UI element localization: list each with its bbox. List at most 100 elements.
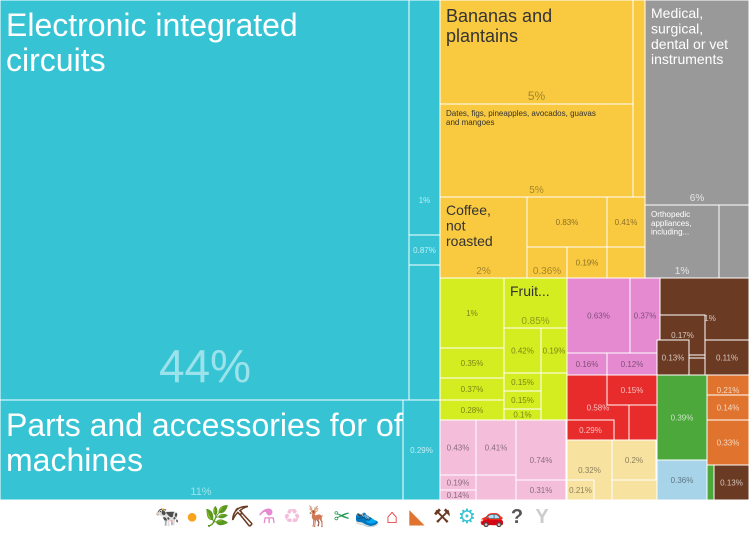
tile-value: 0.87%	[413, 246, 436, 255]
tile-value: 0.32%	[578, 466, 601, 475]
misc-icon[interactable]: Y	[535, 506, 549, 528]
stone-icon[interactable]: ⌂	[385, 506, 399, 528]
tile-value: 0.36%	[671, 476, 694, 485]
foodstuffs-icon[interactable]: 🌿	[204, 506, 230, 528]
tile-value: 0.21%	[569, 486, 592, 495]
tile-value: 0.63%	[587, 312, 610, 321]
treemap-tile	[704, 339, 749, 376]
tile-value: 0.35%	[461, 359, 484, 368]
tile-value: 0.29%	[579, 426, 602, 435]
tile-value: 0.19%	[576, 259, 599, 268]
chemicals-icon[interactable]: ⚗	[258, 506, 276, 528]
tile-value: 0.16%	[576, 360, 599, 369]
tile-label: Orthopedic	[651, 210, 690, 219]
treemap-tile	[439, 0, 634, 105]
tile-label: circuits	[6, 42, 106, 78]
treemap-tile	[656, 374, 708, 461]
tile-label: instruments	[651, 51, 723, 67]
tile-value: 0.11%	[716, 354, 738, 363]
animal-icon[interactable]: 🐄	[154, 506, 180, 528]
tile-value: 0.58%	[587, 404, 610, 413]
tile-label: Electronic integrated	[6, 7, 298, 43]
tile-label: Bananas and	[446, 6, 552, 26]
treemap-tile	[0, 399, 404, 500]
treemap-tile	[503, 327, 542, 374]
treemap-tile	[606, 196, 646, 248]
vegetable-icon[interactable]: ●	[185, 506, 199, 528]
treemap-tile	[503, 277, 568, 329]
treemap-tile	[439, 103, 634, 198]
tile-value: 2%	[476, 266, 491, 277]
machines-icon[interactable]: ⚙	[458, 506, 476, 528]
tile-label: and mangoes	[446, 118, 494, 127]
category-legend: 🐄 ● 🌿 ⛏ ⚗ ♻ 🦌 ✂ 👟 ⌂ ◣ ⚒ ⚙ 🚗? Y	[154, 502, 553, 532]
tools-icon[interactable]: ⚒	[433, 506, 451, 528]
treemap-tile	[656, 339, 690, 376]
tile-value: 0.41%	[485, 444, 508, 453]
treemap-tile	[439, 196, 528, 279]
tile-value: 5%	[528, 89, 546, 103]
treemap-tile	[611, 439, 657, 481]
tile-label: plantains	[446, 26, 518, 46]
tile-label: appliances,	[651, 219, 691, 228]
treemap-tile	[706, 419, 749, 466]
treemap-tile	[629, 277, 661, 354]
treemap-tile	[408, 234, 441, 266]
tile-value: 0.36%	[533, 266, 561, 277]
tile-value: 0.74%	[530, 456, 553, 465]
tile-value: 1%	[419, 196, 431, 205]
treemap-tile	[566, 277, 631, 354]
tile-label: Dates, figs, pineapples, avocados, guava…	[446, 109, 596, 118]
footwear-icon[interactable]: 👟	[354, 506, 380, 528]
tile-value: 6%	[690, 193, 705, 204]
treemap-tile	[566, 479, 595, 500]
tile-value: 0.29%	[410, 446, 433, 455]
tile-label: Parts and accessories for office	[6, 407, 452, 443]
treemap-tile	[515, 479, 567, 500]
tile-value: 11%	[190, 486, 211, 498]
treemap-tile	[644, 0, 749, 206]
hides-icon[interactable]: 🦌	[304, 506, 330, 528]
tile-value: 0.43%	[447, 444, 470, 453]
tile-value: 0.14%	[447, 491, 470, 500]
tile-value: 0.33%	[717, 439, 740, 448]
tile-value: 0.15%	[621, 386, 644, 395]
tile-value: 1%	[675, 266, 690, 277]
unknown-icon[interactable]: ?	[510, 506, 524, 528]
tile-value: 0.17%	[671, 331, 694, 340]
tile-value: 0.37%	[461, 385, 484, 394]
metals-icon[interactable]: ◣	[409, 506, 425, 528]
transport-icon[interactable]: 🚗	[479, 506, 505, 528]
tile-value: 44%	[159, 340, 251, 392]
treemap-tile	[540, 327, 568, 374]
tile-value: 0.41%	[615, 218, 638, 227]
tile-value: 0.83%	[556, 218, 579, 227]
treemap-tile	[439, 277, 505, 349]
tile-value: 0.37%	[634, 312, 657, 321]
plastics-icon[interactable]: ♻	[283, 506, 301, 528]
tile-value: 0.15%	[511, 396, 534, 405]
treemap-tile	[656, 459, 708, 500]
tile-value: 0.13%	[662, 354, 685, 363]
tile-value: 0.13%	[720, 479, 743, 488]
tile-label: Fruit...	[510, 283, 550, 299]
textiles-icon[interactable]: ✂	[333, 506, 351, 528]
tile-label: roasted	[446, 233, 493, 249]
tile-value: 0.39%	[671, 414, 694, 423]
treemap-filler	[632, 0, 646, 198]
tile-value: 0.14%	[717, 404, 740, 413]
tile-value: 0.2%	[625, 456, 643, 465]
tile-label: including...	[651, 228, 689, 237]
treemap-tile	[439, 347, 505, 379]
minerals-icon[interactable]: ⛏	[229, 506, 255, 528]
tile-label: not	[446, 217, 466, 233]
treemap-tile	[713, 464, 749, 500]
tile-label: surgical,	[651, 20, 703, 36]
tile-value: 0.42%	[511, 347, 534, 356]
tile-value: 0.1%	[513, 411, 531, 420]
treemap-tile	[526, 196, 608, 248]
treemap-tile	[0, 0, 410, 401]
tile-value: 0.12%	[621, 360, 644, 369]
tile-value: 1%	[466, 309, 478, 318]
